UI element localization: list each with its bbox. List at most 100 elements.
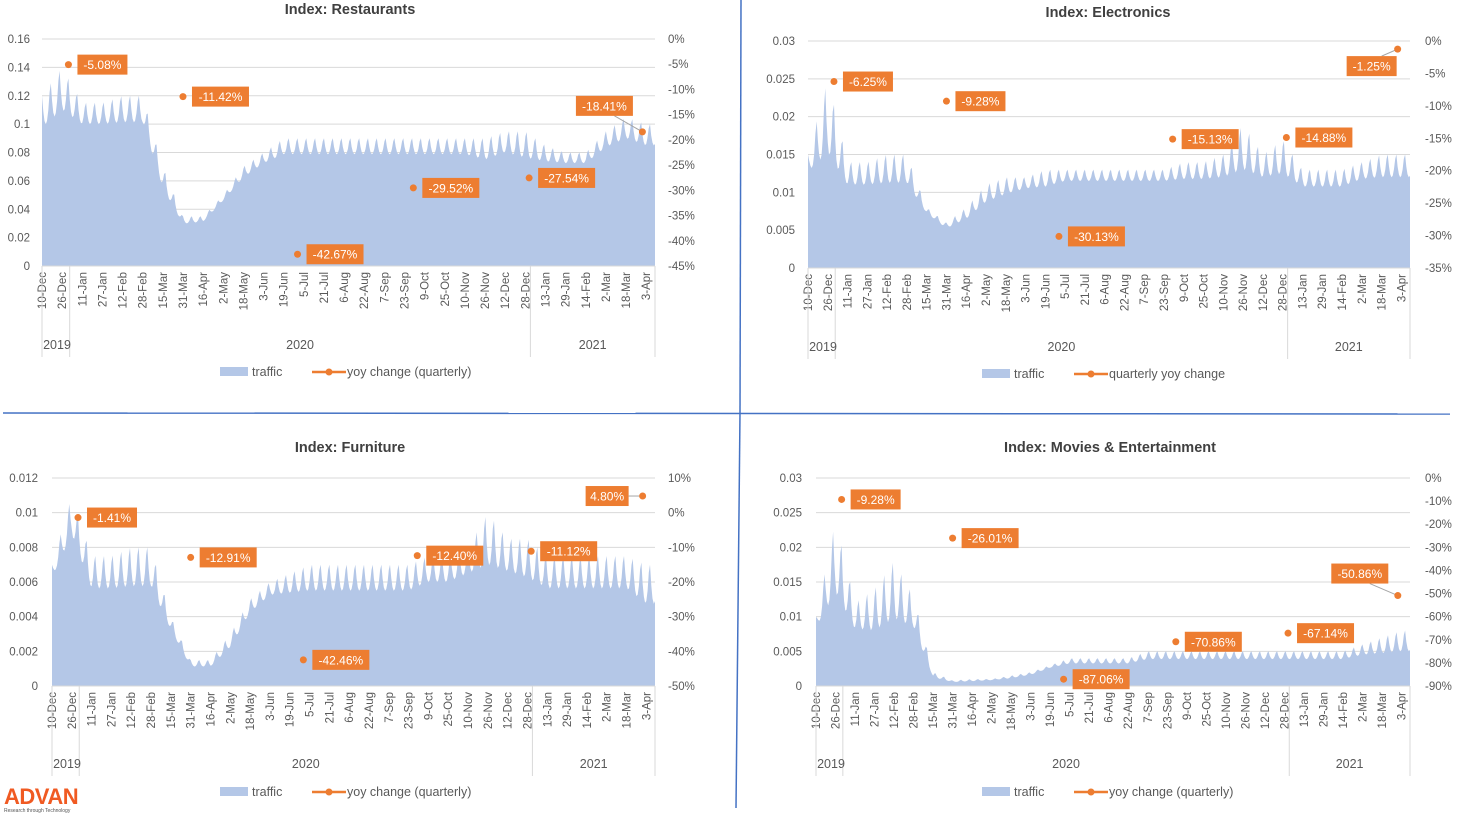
divider-horizontal (2, 412, 1451, 415)
left-axis-tick: 0.01 (773, 187, 795, 199)
x-axis-tick: 13-Jan (542, 692, 554, 727)
left-axis-tick: 0.006 (9, 577, 38, 589)
yoy-marker (1060, 675, 1068, 683)
legend: traffic yoy change (quarterly) (220, 785, 471, 799)
left-axis-tick: 0.01 (16, 508, 38, 520)
right-axis-tick: -50% (668, 681, 695, 693)
yoy-data-label: -27.54% (544, 171, 589, 185)
x-axis-tick: 10-Nov (1221, 692, 1233, 729)
x-axis-tick: 31-Mar (186, 692, 198, 729)
x-axis-tick: 28-Dec (522, 692, 534, 729)
x-axis-tick: 7-Sep (1143, 692, 1155, 723)
left-axis-tick: 0 (32, 681, 38, 693)
yoy-marker (949, 534, 957, 542)
x-axis-tick: 25-Oct (1201, 691, 1213, 726)
label-leader-line (1369, 583, 1398, 597)
left-axis-tick: 0 (24, 261, 30, 273)
right-axis-tick: 0% (1425, 473, 1442, 485)
yoy-data-label: -9.28% (961, 95, 999, 109)
left-axis-tick: 0.012 (9, 473, 38, 485)
yoy-label-box (585, 486, 629, 507)
x-axis-tick: 13-Jan (1297, 274, 1309, 309)
divider-vertical-bottom (735, 412, 741, 809)
yoy-label-box (1295, 127, 1353, 148)
x-axis-tick: 18-May (1001, 274, 1013, 313)
yoy-data-label: -30.13% (1074, 230, 1119, 244)
x-axis-tick: 3-Jun (1026, 692, 1038, 721)
year-label: 2020 (292, 757, 320, 771)
x-axis-tick: 14-Feb (581, 272, 593, 308)
x-axis-tick: 10-Dec (811, 692, 823, 729)
x-axis-tick: 28-Dec (1279, 692, 1291, 729)
left-axis-tick: 0.1 (14, 119, 30, 131)
legend-traffic-label: traffic (252, 785, 282, 799)
yoy-label-box (1072, 669, 1130, 690)
yoy-data-label: -6.25% (849, 75, 887, 89)
x-axis-tick: 23-Sep (400, 272, 412, 309)
x-axis-tick: 27-Jan (862, 274, 874, 309)
x-axis-tick: 26-Dec (831, 692, 843, 729)
legend-yoy-label: yoy change (quarterly) (347, 785, 471, 799)
right-axis-tick: 0% (1425, 36, 1442, 48)
yoy-data-label: 4.80% (590, 490, 624, 504)
chart-title: Index: Electronics (1046, 5, 1171, 21)
right-axis-tick: -45% (668, 261, 695, 273)
yoy-marker (294, 250, 302, 258)
x-axis-tick: 15-Mar (166, 692, 178, 729)
left-axis-tick: 0.04 (8, 204, 31, 216)
right-axis-tick: -40% (1425, 565, 1452, 577)
x-axis-tick: 26-Dec (57, 272, 69, 309)
yoy-label-box (1331, 563, 1389, 584)
yoy-marker (1284, 629, 1292, 637)
right-axis-tick: -70% (1425, 635, 1452, 647)
x-axis-tick: 12-Dec (503, 692, 515, 729)
yoy-data-label: -9.28% (857, 493, 895, 507)
yoy-label-box (77, 54, 128, 75)
x-axis-tick: 16-Apr (205, 692, 217, 727)
right-axis-tick: 10% (668, 473, 691, 485)
yoy-marker (409, 184, 417, 192)
x-axis-tick: 27-Jan (106, 692, 118, 727)
legend-traffic-swatch (982, 787, 1010, 796)
legend-traffic-swatch (982, 369, 1010, 378)
x-axis-tick: 2-Mar (601, 272, 613, 302)
right-axis-tick: -50% (1425, 589, 1452, 601)
x-axis-tick: 3-Apr (1396, 274, 1408, 302)
x-axis-tick: 18-Mar (621, 272, 633, 309)
yoy-marker (1394, 45, 1402, 53)
yoy-marker (1282, 134, 1290, 142)
x-axis-tick: 11-Jan (850, 692, 862, 726)
x-axis-tick: 19-Jun (279, 272, 291, 307)
yoy-data-label: -42.67% (313, 248, 358, 262)
x-axis-tick: 12-Dec (1260, 692, 1272, 729)
right-axis-tick: -30% (668, 612, 695, 624)
yoy-data-label: -50.86% (1337, 567, 1382, 581)
x-axis-tick: 13-Jan (1299, 692, 1311, 727)
right-axis-tick: -40% (668, 236, 695, 248)
x-axis-tick: 11-Jan (87, 692, 99, 726)
yoy-marker (179, 93, 187, 101)
x-axis-tick: 10-Nov (1218, 274, 1230, 311)
legend-traffic-swatch (220, 787, 248, 796)
x-axis-tick: 23-Sep (404, 692, 416, 729)
x-axis-tick: 3-Jun (1021, 274, 1033, 303)
x-axis-tick: 29-Jan (1318, 692, 1330, 727)
yoy-marker (1394, 592, 1402, 600)
left-axis-tick: 0.03 (773, 36, 795, 48)
yoy-marker (1055, 232, 1063, 240)
x-axis-tick: 15-Mar (158, 272, 170, 309)
x-axis-tick: 10-Nov (463, 692, 475, 729)
x-axis-tick: 9-Oct (1182, 691, 1194, 720)
x-axis-tick: 21-Jul (324, 692, 336, 723)
x-axis-tick: 14-Feb (1337, 274, 1349, 310)
year-label: 2019 (53, 757, 81, 771)
right-axis-tick: -10% (668, 542, 695, 554)
x-axis-tick: 22-Aug (1119, 274, 1131, 311)
traffic-area (42, 70, 655, 267)
x-axis-tick: 3-Apr (641, 272, 653, 300)
x-axis-tick: 31-Mar (948, 692, 960, 729)
right-axis-tick: -20% (1425, 166, 1452, 178)
x-axis-tick: 19-Jun (285, 692, 297, 727)
yoy-marker (1169, 135, 1177, 143)
x-axis-tick: 18-May (245, 692, 257, 731)
